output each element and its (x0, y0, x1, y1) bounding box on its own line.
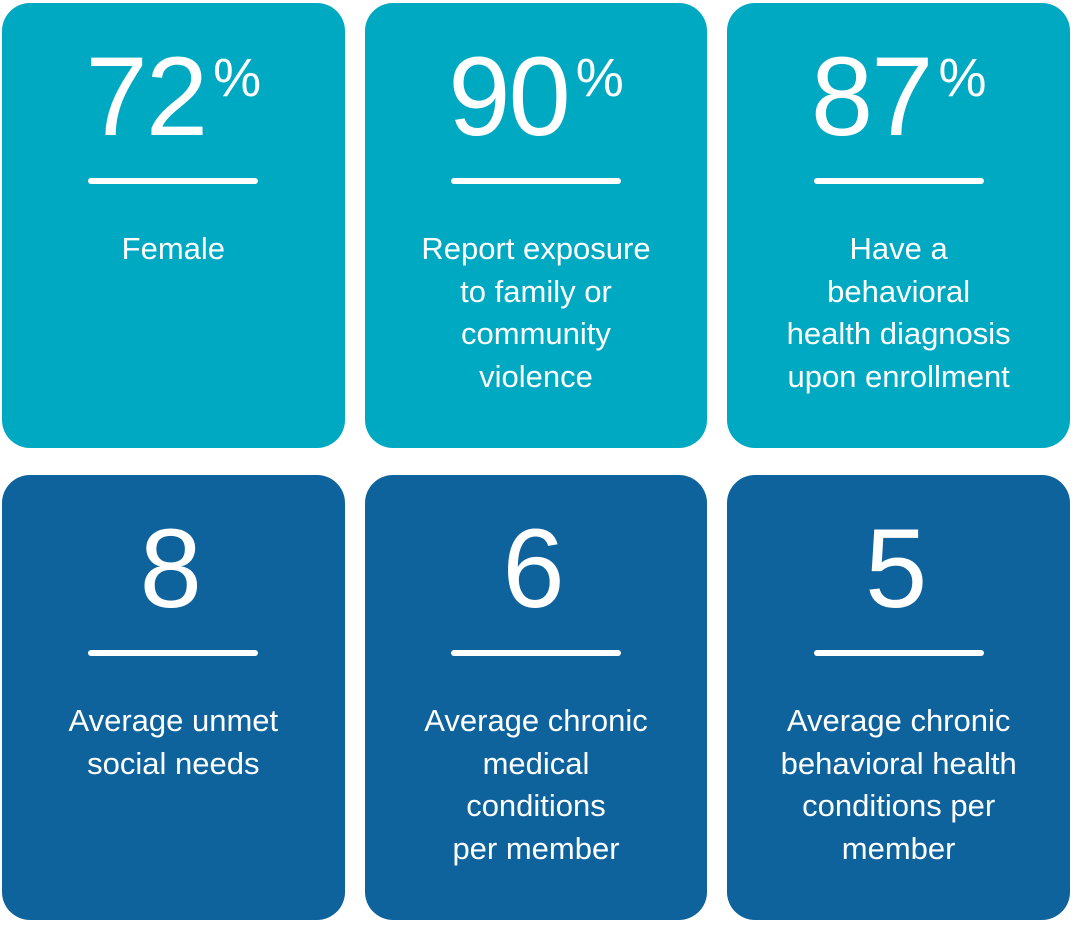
stat-value-row: 8 (140, 505, 207, 634)
stat-label: Average chronic medical conditions per m… (424, 702, 648, 867)
stat-value: 6 (502, 506, 564, 631)
divider-line (88, 177, 259, 184)
stat-value: 8 (139, 506, 202, 631)
stat-value-row: 90% (448, 33, 624, 162)
divider-line (88, 649, 259, 656)
divider-line (813, 177, 984, 184)
percent-sign: % (213, 48, 262, 109)
stat-value-row: 6 (502, 505, 569, 634)
stat-label: Report exposure to family or community v… (421, 230, 651, 395)
stat-label: Average chronic behavioral health condit… (780, 702, 1017, 867)
divider-line (813, 649, 984, 656)
divider-line (450, 177, 621, 184)
stat-value: 87 (810, 34, 934, 159)
stat-card-violence-exposure: 90% Report exposure to family or communi… (364, 3, 708, 448)
stat-card-chronic-medical: 6 Average chronic medical conditions per… (364, 475, 708, 920)
stat-value: 90 (448, 34, 571, 159)
stat-value-row: 87% (811, 33, 987, 162)
stat-label: Female (121, 230, 226, 266)
stat-value: 72 (85, 34, 209, 159)
divider-line (450, 649, 621, 656)
stat-value-row: 5 (865, 505, 932, 634)
stat-card-behavioral-diagnosis: 87% Have a behavioral health diagnosis u… (727, 3, 1070, 448)
stat-label: Have a behavioral health diagnosis upon … (786, 230, 1011, 395)
percent-sign: % (938, 48, 987, 109)
stat-value-row: 72% (86, 33, 262, 162)
stat-card-chronic-behavioral: 5 Average chronic behavioral health cond… (727, 475, 1070, 920)
stat-label: Average unmet social needs (68, 702, 279, 781)
stat-card-unmet-social-needs: 8 Average unmet social needs (2, 475, 345, 920)
stat-card-female: 72% Female (2, 3, 345, 448)
percent-sign: % (575, 48, 624, 109)
stat-value: 5 (865, 506, 927, 631)
